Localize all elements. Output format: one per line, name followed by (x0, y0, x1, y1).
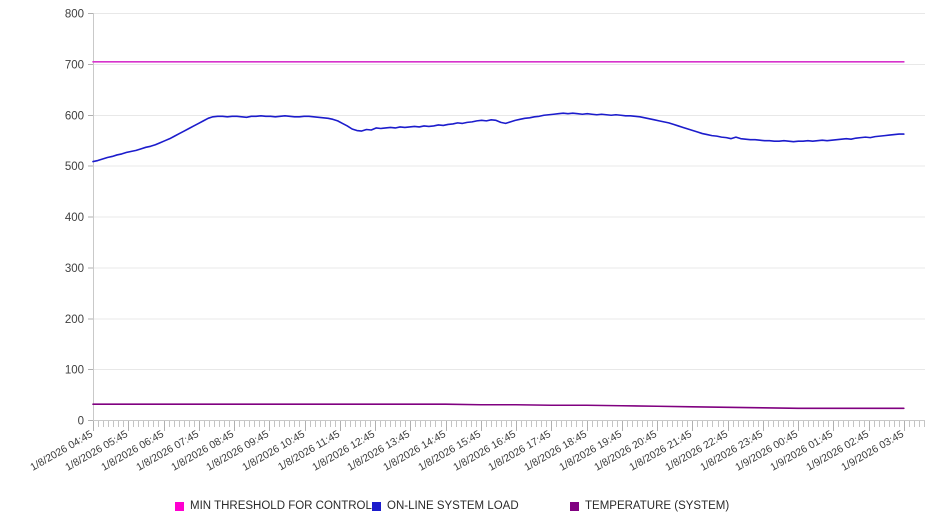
legend-entry[interactable]: MIN THRESHOLD FOR CONTROL (175, 500, 372, 512)
legend-entry[interactable]: TEMPERATURE (SYSTEM) (570, 500, 729, 512)
legend-label: ON-LINE SYSTEM LOAD (387, 500, 519, 512)
axes (93, 13, 925, 421)
y-tick-label: 700 (65, 59, 84, 71)
line-chart-plot: 0 100 200 300 400 500 600 700 800 1/8/2026 04:451… (28, 9, 925, 474)
y-gridlines: 0 100 200 300 400 500 600 700 800 (65, 9, 925, 428)
chart-legend: MIN THRESHOLD FOR CONTROL ON-LINE SYSTEM … (0, 495, 946, 517)
y-tick-label: 800 (65, 9, 84, 21)
y-tick-label: 200 (65, 314, 84, 326)
y-tick-label: 500 (65, 161, 84, 173)
legend-label: MIN THRESHOLD FOR CONTROL (190, 500, 372, 512)
series-line-1 (92, 112, 905, 163)
y-tick-label: 100 (65, 365, 84, 377)
series-group (92, 61, 905, 410)
y-tick-label: 300 (65, 263, 84, 275)
y-tick-label: 600 (65, 110, 84, 122)
legend-color-swatch (175, 501, 184, 511)
y-tick-label: 0 (78, 416, 84, 428)
legend-color-swatch (372, 501, 381, 511)
x-axis-ticks: 1/8/2026 04:451/8/2026 05:451/8/2026 06:… (28, 421, 925, 474)
legend-label: TEMPERATURE (SYSTEM) (585, 500, 730, 512)
y-tick-label: 400 (65, 212, 84, 224)
legend-color-swatch (570, 501, 579, 511)
series-line-2 (92, 403, 905, 410)
legend-entry[interactable]: ON-LINE SYSTEM LOAD (372, 500, 519, 512)
